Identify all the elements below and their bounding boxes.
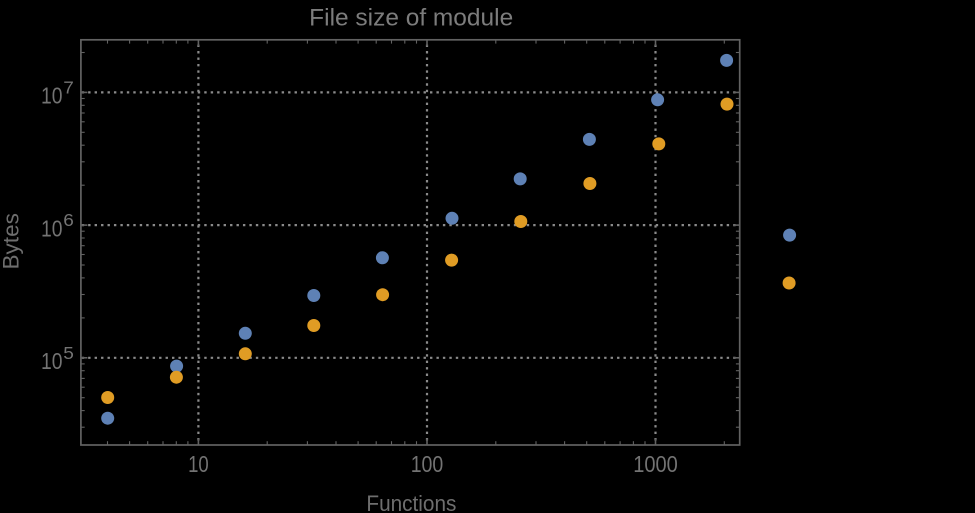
svg-text:1000: 1000 (633, 451, 678, 477)
svg-text:Bytes: Bytes (0, 213, 24, 269)
svg-text:107: 107 (41, 77, 74, 108)
svg-text:100: 100 (411, 451, 444, 477)
svg-text:106: 106 (41, 210, 74, 241)
svg-text:Functions: Functions (366, 491, 456, 513)
svg-text:10: 10 (188, 451, 209, 477)
svg-text:105: 105 (41, 343, 74, 374)
svg-text:File size of module: File size of module (309, 4, 513, 31)
